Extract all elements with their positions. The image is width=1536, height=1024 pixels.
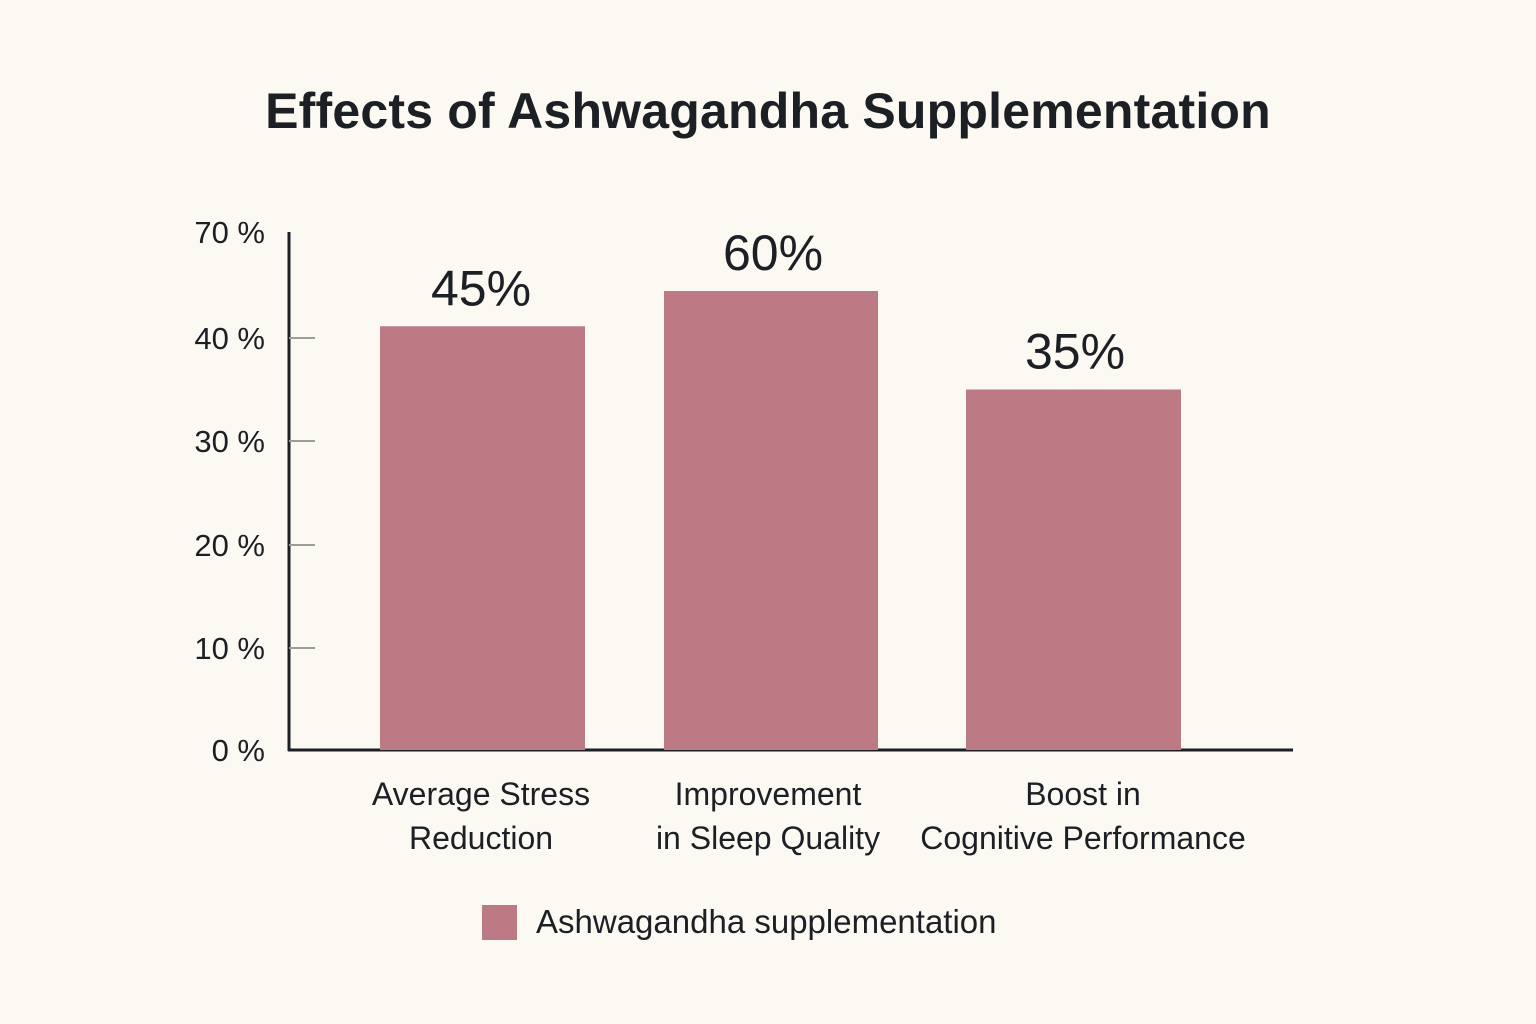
y-tick-label: 0 % (212, 733, 265, 768)
y-tick-label: 30 % (194, 424, 265, 459)
bar (966, 389, 1181, 750)
chart-title: Effects of Ashwagandha Supplementation (265, 83, 1271, 139)
bar-value-label: 60% (723, 225, 823, 281)
y-tick-label: 70 % (194, 215, 265, 250)
bar-value-label: 45% (431, 260, 531, 316)
y-tick-label: 10 % (194, 631, 265, 666)
y-tick-label: 20 % (194, 528, 265, 563)
bar (664, 291, 878, 750)
legend: Ashwagandha supplementation (482, 900, 997, 944)
category-label: Average Stress (372, 776, 590, 812)
category-label: in Sleep Quality (656, 820, 880, 856)
category-label: Reduction (409, 820, 553, 856)
category-label: Boost in (1025, 776, 1141, 812)
legend-label: Ashwagandha supplementation (536, 903, 997, 940)
category-label: Cognitive Performance (920, 820, 1245, 856)
legend-swatch (482, 904, 517, 940)
bar-value-label: 35% (1025, 324, 1125, 380)
category-label: Improvement (675, 776, 862, 812)
y-tick-label: 40 % (194, 321, 265, 356)
bar (380, 326, 585, 750)
